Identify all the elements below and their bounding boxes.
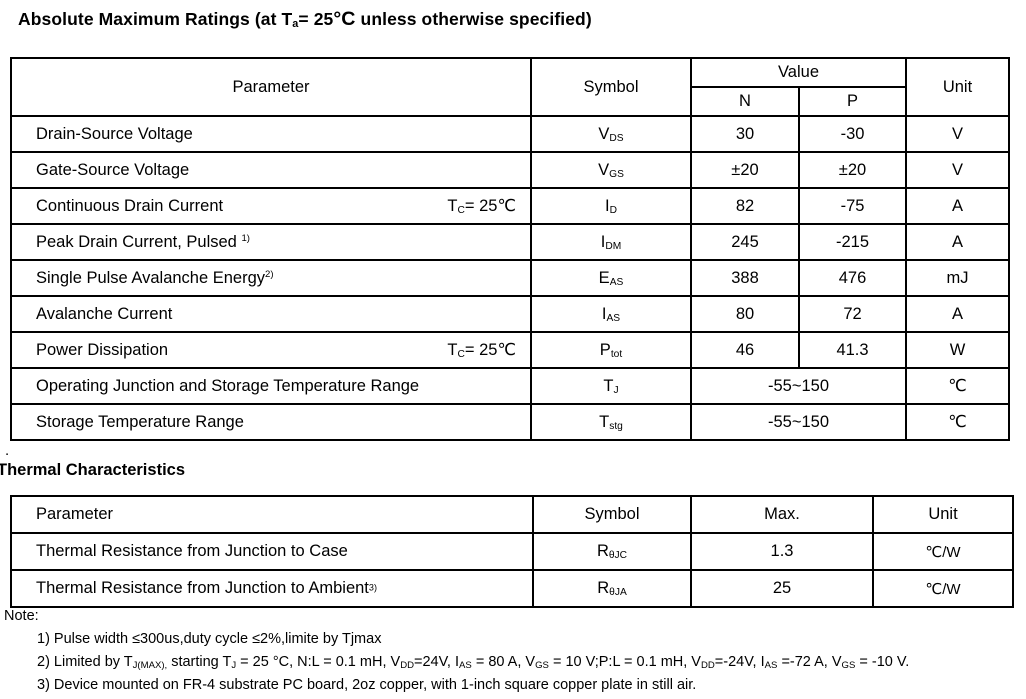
- col-header-value: Value: [689, 57, 908, 88]
- unit-cell: ℃/W: [872, 532, 1014, 571]
- unit-cell: ℃/W: [872, 569, 1014, 608]
- note-label: Note:: [4, 608, 39, 624]
- symbol-cell: VGS: [530, 151, 692, 189]
- unit-cell: A: [905, 187, 1011, 225]
- table-row: Peak Drain Current, Pulsed 1) IDM 245 -2…: [10, 223, 1011, 261]
- symbol-cell: RθJC: [532, 532, 692, 571]
- table-row: Storage Temperature Range Tstg -55~150 ℃: [10, 403, 1011, 441]
- table-row: Thermal Resistance from Junction to Ambi…: [10, 569, 1014, 608]
- param-label: Power Dissipation: [36, 340, 169, 359]
- unit-cell: A: [905, 223, 1011, 261]
- symbol-cell: Tstg: [530, 403, 692, 441]
- note-item-2: 2) Limited by TJ(MAX), starting TJ = 25 …: [37, 654, 910, 671]
- table-row: Thermal Resistance from Junction to Case…: [10, 532, 1014, 571]
- value-n-cell: 30: [690, 115, 800, 153]
- symbol-cell: ID: [530, 187, 692, 225]
- col-header-symbol: Symbol: [532, 495, 692, 534]
- value-p-cell: -75: [797, 187, 908, 225]
- col-header-parameter: Parameter: [10, 495, 534, 534]
- abs-max-ratings-title: Absolute Maximum Ratings (at Ta= 25°C un…: [18, 8, 592, 30]
- param-condition: TC= 25℃: [447, 197, 516, 216]
- unit-cell: ℃: [905, 367, 1011, 405]
- value-p-cell: 476: [797, 259, 908, 297]
- value-p-cell: -215: [797, 223, 908, 261]
- param-cell: Gate-Source Voltage: [10, 151, 532, 189]
- value-np-merged-cell: -55~150: [689, 403, 908, 441]
- col-header-max: Max.: [690, 495, 874, 534]
- table-row: Gate-Source Voltage VGS ±20 ±20 V: [10, 151, 1011, 189]
- col-header-unit: Unit: [905, 57, 1011, 117]
- unit-cell: V: [905, 151, 1011, 189]
- param-label: Continuous Drain Current: [36, 196, 224, 215]
- unit-cell: mJ: [905, 259, 1011, 297]
- unit-cell: V: [905, 115, 1011, 153]
- symbol-cell: EAS: [530, 259, 692, 297]
- col-header-n: N: [690, 86, 800, 117]
- value-n-cell: 245: [690, 223, 800, 261]
- param-cell: Operating Junction and Storage Temperatu…: [10, 367, 532, 405]
- col-header-parameter: Parameter: [10, 57, 532, 117]
- abs-max-ratings-table: Parameter Symbol Value Unit N P Drain-So…: [10, 57, 1011, 441]
- param-cell: Avalanche Current: [10, 295, 532, 333]
- symbol-cell: VDS: [530, 115, 692, 153]
- value-p-cell: ±20: [797, 151, 908, 189]
- table-row: Continuous Drain Current TC= 25℃ ID 82 -…: [10, 187, 1011, 225]
- param-cell: Thermal Resistance from Junction to Ambi…: [10, 569, 534, 608]
- symbol-cell: IAS: [530, 295, 692, 333]
- col-header-p: P: [797, 86, 908, 117]
- value-p-cell: 72: [797, 295, 908, 333]
- param-cell: Power Dissipation TC= 25℃: [10, 331, 532, 369]
- table-row: Power Dissipation TC= 25℃ Ptot 46 41.3 W: [10, 331, 1011, 369]
- value-np-merged-cell: -55~150: [689, 367, 908, 405]
- max-cell: 25: [690, 569, 874, 608]
- param-cell: Storage Temperature Range: [10, 403, 532, 441]
- value-n-cell: ±20: [690, 151, 800, 189]
- param-cell: Drain-Source Voltage: [10, 115, 532, 153]
- table-header-row: Parameter Symbol Max. Unit: [10, 495, 1014, 534]
- symbol-cell: IDM: [530, 223, 692, 261]
- unit-cell: ℃: [905, 403, 1011, 441]
- symbol-cell: TJ: [530, 367, 692, 405]
- param-cell: Thermal Resistance from Junction to Case: [10, 532, 534, 571]
- table-header-row: Parameter Symbol Value Unit: [10, 57, 1011, 117]
- value-n-cell: 388: [690, 259, 800, 297]
- thermal-characteristics-title: Thermal Characteristics: [0, 461, 186, 479]
- param-condition: TC= 25℃: [447, 341, 516, 360]
- unit-cell: A: [905, 295, 1011, 333]
- table-row: Drain-Source Voltage VDS 30 -30 V: [10, 115, 1011, 153]
- value-n-cell: 80: [690, 295, 800, 333]
- stray-period: .: [5, 442, 10, 459]
- table-subheader-row: N P: [11, 86, 1009, 117]
- value-n-cell: 82: [690, 187, 800, 225]
- unit-cell: W: [905, 331, 1011, 369]
- table-row: Avalanche Current IAS 80 72 A: [10, 295, 1011, 333]
- value-p-cell: 41.3: [797, 331, 908, 369]
- symbol-cell: Ptot: [530, 331, 692, 369]
- table-row: Single Pulse Avalanche Energy2) EAS 388 …: [10, 259, 1011, 297]
- symbol-cell: RθJA: [532, 569, 692, 608]
- param-cell: Peak Drain Current, Pulsed 1): [10, 223, 532, 261]
- note-item-3: 3) Device mounted on FR-4 substrate PC b…: [37, 677, 697, 693]
- param-cell: Continuous Drain Current TC= 25℃: [10, 187, 532, 225]
- note-item-1: 1) Pulse width ≤300us,duty cycle ≤2%,lim…: [37, 631, 382, 647]
- max-cell: 1.3: [690, 532, 874, 571]
- param-cell: Single Pulse Avalanche Energy2): [10, 259, 532, 297]
- value-p-cell: -30: [797, 115, 908, 153]
- thermal-characteristics-table: Parameter Symbol Max. Unit Thermal Resis…: [10, 495, 1014, 608]
- col-header-symbol: Symbol: [530, 57, 692, 117]
- value-n-cell: 46: [690, 331, 800, 369]
- col-header-unit: Unit: [872, 495, 1014, 534]
- table-row: Operating Junction and Storage Temperatu…: [10, 367, 1011, 405]
